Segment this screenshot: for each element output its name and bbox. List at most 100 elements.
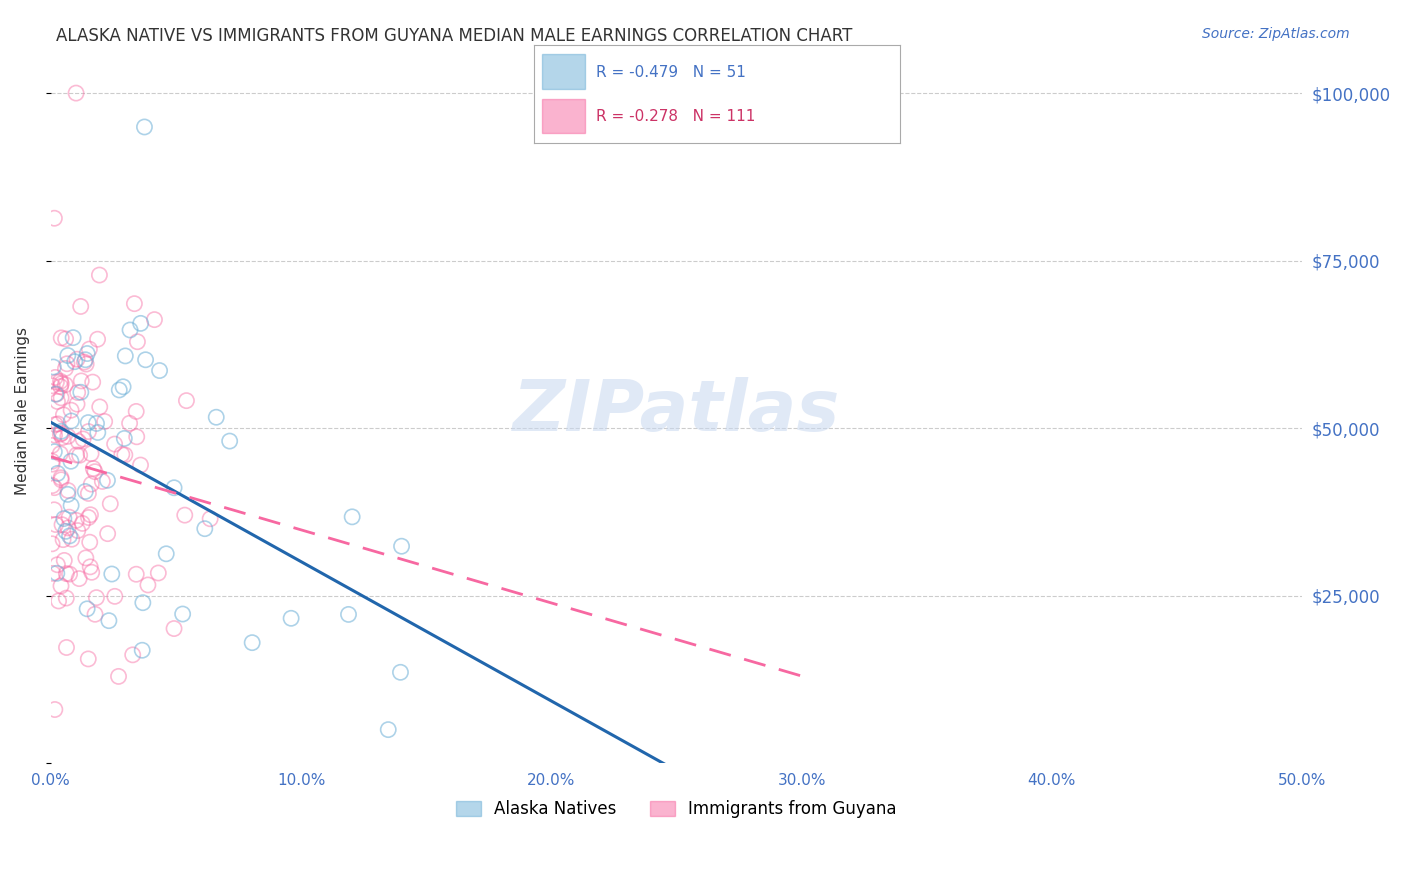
Immigrants from Guyana [104, 590, 127, 604]
Immigrants from Guyana [72, 516, 94, 531]
Immigrants from Guyana [66, 448, 89, 462]
Immigrants from Guyana [48, 594, 70, 608]
Immigrants from Guyana [55, 566, 77, 581]
Immigrants from Guyana [77, 486, 100, 500]
Alaska Natives [132, 596, 155, 610]
Alaska Natives [389, 665, 412, 680]
Immigrants from Guyana [49, 391, 72, 405]
Alaska Natives [63, 354, 86, 368]
Immigrants from Guyana [44, 702, 66, 716]
Immigrants from Guyana [89, 268, 111, 282]
Alaska Natives [87, 425, 110, 440]
Alaska Natives [163, 481, 186, 495]
Immigrants from Guyana [67, 572, 90, 586]
Immigrants from Guyana [51, 376, 73, 391]
Y-axis label: Median Male Earnings: Median Male Earnings [15, 327, 30, 495]
Alaska Natives [112, 432, 135, 446]
Immigrants from Guyana [69, 300, 91, 314]
Immigrants from Guyana [41, 378, 63, 392]
Immigrants from Guyana [45, 387, 67, 401]
Immigrants from Guyana [49, 471, 72, 485]
Immigrants from Guyana [69, 448, 91, 462]
Immigrants from Guyana [125, 404, 148, 418]
Immigrants from Guyana [51, 426, 73, 441]
Immigrants from Guyana [82, 461, 104, 475]
Alaska Natives [218, 434, 240, 448]
Alaska Natives [280, 611, 302, 625]
Immigrants from Guyana [80, 447, 103, 461]
Text: Source: ZipAtlas.com: Source: ZipAtlas.com [1202, 27, 1350, 41]
Text: ALASKA NATIVE VS IMMIGRANTS FROM GUYANA MEDIAN MALE EARNINGS CORRELATION CHART: ALASKA NATIVE VS IMMIGRANTS FROM GUYANA … [56, 27, 852, 45]
Immigrants from Guyana [173, 508, 195, 523]
Alaska Natives [101, 567, 124, 582]
Immigrants from Guyana [65, 513, 87, 527]
Immigrants from Guyana [41, 537, 63, 551]
Immigrants from Guyana [46, 417, 69, 431]
Immigrants from Guyana [49, 579, 72, 593]
FancyBboxPatch shape [541, 99, 585, 133]
Immigrants from Guyana [45, 375, 67, 389]
Alaska Natives [155, 547, 177, 561]
Immigrants from Guyana [58, 567, 80, 582]
Immigrants from Guyana [91, 475, 114, 489]
Immigrants from Guyana [58, 510, 80, 524]
Immigrants from Guyana [198, 512, 221, 526]
Immigrants from Guyana [55, 361, 77, 376]
Immigrants from Guyana [44, 211, 66, 226]
Immigrants from Guyana [45, 517, 67, 532]
Alaska Natives [52, 511, 75, 525]
Immigrants from Guyana [86, 591, 108, 605]
Immigrants from Guyana [73, 355, 96, 369]
Alaska Natives [377, 723, 399, 737]
Alaska Natives [148, 363, 170, 377]
Immigrants from Guyana [118, 416, 141, 430]
Alaska Natives [45, 566, 67, 581]
Alaska Natives [97, 614, 120, 628]
Immigrants from Guyana [55, 591, 77, 605]
Immigrants from Guyana [98, 497, 121, 511]
Immigrants from Guyana [77, 652, 100, 666]
Alaska Natives [77, 416, 100, 430]
Immigrants from Guyana [70, 374, 93, 388]
Alaska Natives [172, 607, 194, 621]
Alaska Natives [76, 346, 98, 360]
Legend: Alaska Natives, Immigrants from Guyana: Alaska Natives, Immigrants from Guyana [450, 794, 904, 825]
Immigrants from Guyana [51, 473, 73, 487]
Alaska Natives [56, 349, 79, 363]
Immigrants from Guyana [114, 448, 136, 462]
Immigrants from Guyana [84, 465, 107, 479]
Immigrants from Guyana [41, 478, 63, 492]
Immigrants from Guyana [44, 503, 66, 517]
Immigrants from Guyana [55, 640, 77, 655]
Alaska Natives [59, 454, 82, 468]
Immigrants from Guyana [121, 648, 143, 662]
Alaska Natives [86, 417, 108, 431]
Alaska Natives [60, 414, 83, 428]
Immigrants from Guyana [44, 370, 66, 384]
Immigrants from Guyana [56, 521, 79, 535]
Immigrants from Guyana [163, 622, 186, 636]
Immigrants from Guyana [66, 385, 89, 400]
Alaska Natives [62, 331, 84, 345]
Alaska Natives [76, 602, 98, 616]
Alaska Natives [108, 383, 131, 397]
Immigrants from Guyana [79, 342, 101, 356]
Immigrants from Guyana [49, 379, 72, 393]
Immigrants from Guyana [75, 357, 97, 371]
Immigrants from Guyana [77, 510, 100, 524]
Immigrants from Guyana [60, 403, 83, 417]
Immigrants from Guyana [111, 447, 134, 461]
Immigrants from Guyana [44, 428, 66, 442]
Alaska Natives [44, 444, 66, 458]
Alaska Natives [75, 352, 97, 367]
Text: R = -0.479   N = 51: R = -0.479 N = 51 [596, 64, 747, 79]
Immigrants from Guyana [66, 397, 89, 411]
FancyBboxPatch shape [541, 54, 585, 89]
Immigrants from Guyana [82, 375, 104, 389]
Alaska Natives [58, 529, 80, 543]
Alaska Natives [340, 509, 363, 524]
Alaska Natives [75, 484, 97, 499]
Immigrants from Guyana [56, 357, 79, 371]
Immigrants from Guyana [51, 517, 73, 532]
Alaska Natives [205, 410, 228, 425]
